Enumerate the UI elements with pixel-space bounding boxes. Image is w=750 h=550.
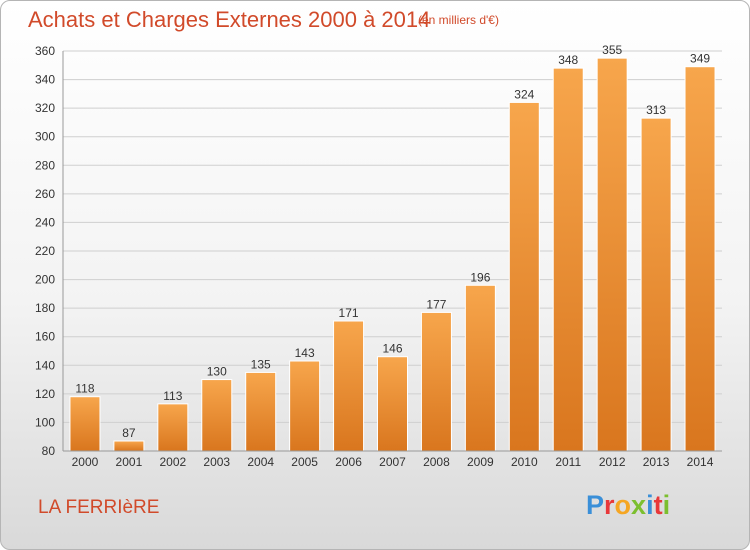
x-tick-label: 2002 (159, 455, 186, 469)
logo-letter: t (653, 490, 663, 520)
bar-value-label: 146 (382, 342, 402, 356)
y-tick-label: 240 (35, 215, 55, 229)
x-tick-label: 2004 (247, 455, 274, 469)
y-tick-label: 120 (35, 387, 55, 401)
y-tick-label: 200 (35, 273, 55, 287)
x-tick-label: 2008 (423, 455, 450, 469)
x-tick-label: 2011 (555, 455, 581, 469)
bar-value-label: 87 (122, 426, 136, 440)
y-tick-label: 100 (35, 415, 55, 429)
bar-value-label: 118 (75, 382, 94, 396)
bar-2014 (684, 66, 716, 452)
y-tick-label: 280 (35, 158, 55, 172)
bar-value-label: 349 (690, 52, 710, 66)
y-tick-label: 80 (42, 444, 56, 458)
x-tick-label: 2013 (643, 455, 670, 469)
bar-value-label: 313 (646, 103, 666, 117)
x-tick-label: 2010 (511, 455, 538, 469)
y-tick-label: 220 (35, 244, 55, 258)
bar-2009 (464, 284, 496, 452)
bar-2013 (640, 117, 672, 452)
bar-2008 (420, 311, 452, 452)
proxiti-logo[interactable]: Proxiti (586, 490, 670, 521)
bar-value-label: 196 (470, 270, 490, 284)
logo-letter: o (614, 490, 632, 520)
bar-2006 (333, 320, 365, 452)
bar-2010 (508, 101, 540, 452)
y-tick-label: 140 (35, 358, 55, 372)
bar-value-label: 177 (426, 297, 446, 311)
bar-value-label: 355 (602, 43, 622, 57)
chart-title: Achats et Charges Externes 2000 à 2014 (28, 7, 431, 32)
y-tick-label: 360 (35, 44, 55, 58)
y-tick-label: 260 (35, 187, 55, 201)
bar-value-label: 348 (558, 53, 578, 67)
x-tick-label: 2006 (335, 455, 362, 469)
bar-2007 (377, 356, 408, 452)
x-tick-label: 2007 (379, 455, 406, 469)
bar-value-label: 130 (207, 365, 227, 379)
y-tick-label: 160 (35, 330, 55, 344)
bar-2002 (157, 403, 189, 452)
logo-letter: i (646, 490, 654, 520)
bar-value-label: 171 (339, 306, 359, 320)
x-tick-label: 2003 (203, 455, 230, 469)
chart-subtitle: (en milliers d'€) (418, 13, 499, 27)
x-tick-label: 2009 (467, 455, 494, 469)
commune-name: LA FERRIèRE (38, 497, 160, 518)
logo-letter: P (586, 490, 605, 520)
x-tick-label: 2012 (599, 455, 626, 469)
y-tick-label: 320 (35, 101, 55, 115)
bar-value-label: 135 (251, 357, 271, 371)
bar-2005 (289, 360, 321, 452)
bar-value-label: 113 (163, 389, 182, 403)
bar-2004 (245, 371, 277, 452)
x-tick-label: 2014 (687, 455, 714, 469)
bar-2003 (201, 379, 233, 452)
bar-2001 (113, 440, 145, 452)
y-tick-label: 340 (35, 73, 55, 87)
x-tick-label: 2005 (291, 455, 318, 469)
y-tick-label: 180 (35, 301, 55, 315)
bar-2012 (596, 57, 628, 452)
logo-letter: i (662, 490, 671, 520)
bar-value-label: 324 (514, 87, 534, 101)
logo-letter: r (604, 490, 615, 520)
bar-2011 (552, 67, 584, 452)
x-tick-label: 2000 (72, 455, 99, 469)
x-tick-label: 2001 (116, 455, 143, 469)
bar-2000 (69, 396, 101, 452)
logo-letter: x (631, 490, 647, 520)
y-tick-label: 300 (35, 130, 55, 144)
bar-value-label: 143 (295, 346, 315, 360)
